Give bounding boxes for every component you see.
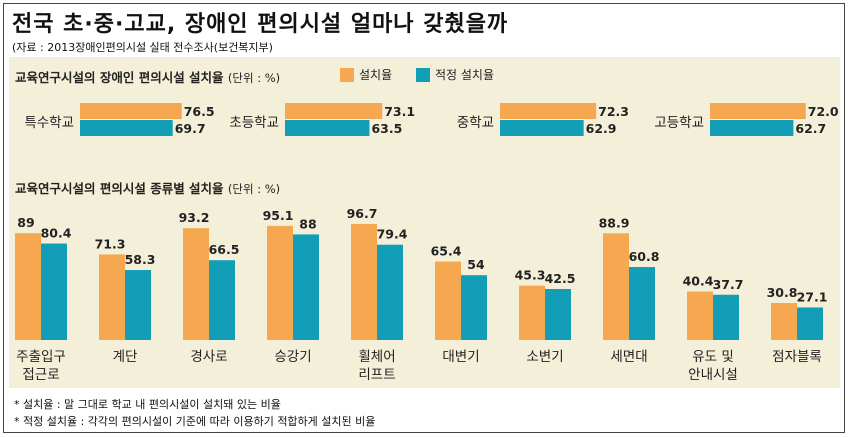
hbar-proper-value: 63.5 [371,121,402,136]
vbar-proper-value: 88 [299,216,316,231]
hbar-install-value: 72.3 [598,104,629,119]
hbar-install-value: 73.1 [384,104,415,119]
hbar-install [500,103,597,119]
vbar-install-value: 93.2 [179,210,210,225]
vbar-proper [377,244,403,340]
vbar-category-label: 소변기 [526,349,563,365]
chart2-title: 교육연구시설의 편의시설 종류별 설치율 (단위 : %) [15,178,280,197]
footnotes: * 설치율 : 말 그대로 학교 내 편의시설이 설치돼 있는 비율 * 적정 … [14,396,375,430]
vbar-proper-value: 60.8 [629,249,660,264]
vbar-category-label: 유도 및 [692,349,734,365]
vbar-category-label: 세면대 [610,349,647,365]
vbar-install [771,303,797,340]
vbar-install [183,228,209,340]
vbar-category-label: 주출입구 [16,349,66,365]
vbar-category-label: 대변기 [442,349,479,365]
vbar-install-value: 30.8 [767,285,798,300]
hbar-install-value: 72.0 [808,104,839,119]
vbar-install-value: 40.4 [683,274,714,289]
vbar-install [519,285,545,340]
hbar-install [285,103,383,119]
hbar-proper [500,120,584,136]
hbar-category-label: 초등학교 [229,115,279,131]
source-note: (자료 : 2013장애인편의시설 실태 전수조사(보건복지부) [12,41,273,54]
footnote-proper: * 적정 설치율 : 각각의 편의시설이 기준에 따라 이용하기 적합하게 설치… [14,415,376,428]
vbar-install [99,254,125,340]
hbar-proper [710,120,794,136]
hbar-proper [285,120,370,136]
vbar-proper [461,275,487,340]
chart2-title-text: 교육연구시설의 편의시설 종류별 설치율 [15,181,224,196]
legend-install-label: 설치율 [359,68,393,82]
vbar-proper-value: 58.3 [125,252,156,267]
vbar-proper-value: 80.4 [41,226,72,241]
hbar-proper-value: 62.7 [795,121,826,136]
vbar-category-label: 경사로 [190,349,227,365]
vbar-install-value: 88.9 [599,215,630,230]
vbar-proper-value: 42.5 [545,271,576,286]
legend-install-swatch [340,67,354,82]
hbar-category-label: 중학교 [457,115,494,131]
hbar-category-label: 고등학교 [654,115,704,131]
vbar-proper-value: 66.5 [209,242,240,257]
vbar-category-label: 리프트 [358,367,395,383]
vbar-install [351,223,377,340]
page-title: 전국 초·중·고교, 장애인 편의시설 얼마나 갖췄을까 [12,12,509,37]
chart1-title-text: 교육연구시설의 장애인 편의시설 설치율 [15,70,224,85]
vbar-proper [209,260,235,340]
legend-proper: 적정 설치율 [416,66,494,83]
hbar-install [80,103,182,119]
vbar-install [267,225,293,340]
vbar-proper [293,234,319,340]
vbar-install [603,233,629,340]
vbar-install [435,261,461,340]
chart1-unit: (단위 : %) [227,71,281,85]
chart1-title: 교육연구시설의 장애인 편의시설 설치율 (단위 : %) [15,67,280,86]
hbar-install [710,103,806,119]
legend-proper-swatch [416,67,430,82]
vbar-proper [125,270,151,340]
vbar-install [687,291,713,340]
vbar-category-label: 접근로 [22,367,59,383]
vbar-install-value: 71.3 [95,236,126,251]
vbar-proper [797,307,823,340]
footnote-install: * 설치율 : 말 그대로 학교 내 편의시설이 설치돼 있는 비율 [14,398,281,411]
vbar-category-label: 승강기 [274,349,311,365]
vbar-proper-value: 79.4 [377,227,408,242]
chart2-unit: (단위 : %) [227,182,281,196]
hbar-proper [80,120,173,136]
vbar-proper-value: 54 [467,257,485,272]
vbar-install-value: 65.4 [431,244,462,259]
legend-install: 설치율 [340,66,392,83]
vbar-install-value: 45.3 [515,268,546,283]
hbar-category-label: 특수학교 [24,115,74,131]
vbar-install-value: 96.7 [347,206,378,221]
vbar-install-value: 89 [17,215,34,230]
hbar-proper-value: 69.7 [175,121,206,136]
vbar-proper [629,267,655,340]
vbar-category-label: 안내시설 [688,367,738,383]
vbar-install-value: 95.1 [263,208,294,223]
vbar-proper [545,289,571,340]
vbar-category-label: 점자블록 [772,349,822,365]
hbar-proper-value: 62.9 [586,121,617,136]
legend-proper-label: 적정 설치율 [435,68,495,82]
vbar-proper-value: 37.7 [713,277,744,292]
vbar-install [15,233,41,340]
hbar-install-value: 76.5 [184,104,215,119]
vbar-category-label: 휠체어 [358,349,395,365]
vbar-category-label: 계단 [113,349,138,365]
vbar-proper-value: 27.1 [797,289,828,304]
vbar-proper [713,294,739,340]
figure-frame [3,3,845,433]
vbar-proper [41,243,67,340]
